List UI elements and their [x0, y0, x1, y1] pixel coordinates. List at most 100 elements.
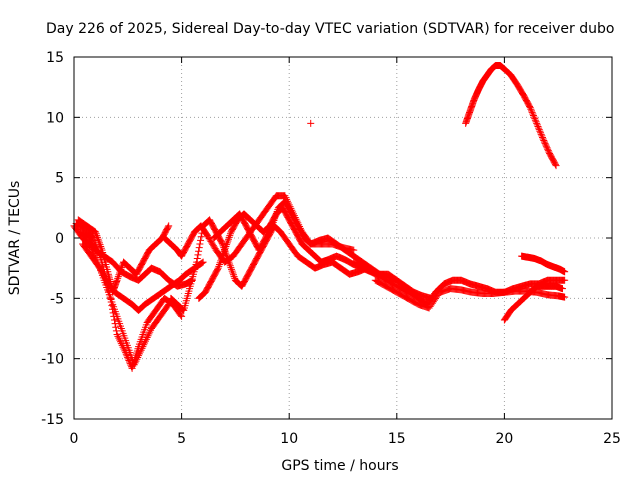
data-point [165, 222, 173, 230]
series-track-n [462, 61, 560, 170]
y-tick-label: 15 [46, 50, 64, 66]
data-point [164, 223, 172, 231]
data-point [210, 243, 218, 251]
data-point [350, 246, 358, 254]
data-point [528, 107, 536, 115]
data-point [267, 223, 275, 231]
data-point [146, 328, 154, 336]
y-tick-label: -5 [50, 291, 64, 307]
data-point [141, 339, 149, 347]
y-tick-label: 5 [55, 171, 64, 187]
data-point [307, 119, 315, 127]
data-point [116, 336, 124, 344]
y-axis-label: SDTVAR / TECUs [7, 181, 23, 296]
data-point [96, 241, 104, 249]
data-point [538, 132, 546, 140]
series-track-k [371, 276, 569, 312]
data-point [114, 274, 122, 282]
data-point [542, 142, 550, 150]
data-point [216, 259, 224, 267]
data-point [193, 255, 201, 263]
data-point [95, 237, 103, 245]
data-point [195, 244, 203, 252]
data-point [530, 113, 538, 121]
data-point [92, 228, 100, 236]
data-point [552, 162, 560, 170]
data-point [145, 330, 153, 338]
data-point [219, 251, 227, 259]
data-point [109, 309, 117, 317]
data-point [177, 311, 185, 319]
data-point [541, 139, 549, 147]
data-point [220, 248, 228, 256]
data-point [217, 255, 225, 263]
data-point [194, 251, 202, 259]
data-point [141, 337, 149, 345]
series-track-c [74, 216, 173, 296]
data-point [544, 147, 552, 155]
data-point [112, 323, 120, 331]
y-tick-label: -15 [41, 412, 64, 428]
data-point [270, 217, 278, 225]
data-point [198, 259, 206, 267]
x-tick-labels: 0 5 10 15 20 25 [70, 431, 621, 447]
data-point [120, 345, 128, 353]
data-point [110, 312, 118, 320]
data-point [124, 355, 132, 363]
data-point [529, 112, 537, 120]
data-point [125, 356, 133, 364]
x-tick-label: 15 [388, 431, 406, 447]
data-point [269, 218, 277, 226]
x-tick-label: 20 [495, 431, 513, 447]
data-point [218, 253, 226, 261]
data-point [225, 233, 233, 241]
data-point [223, 253, 231, 261]
data-point [124, 353, 132, 361]
data-point [273, 207, 281, 215]
data-point [268, 222, 276, 230]
data-point [178, 312, 186, 320]
data-point [559, 285, 567, 293]
data-point [197, 236, 205, 244]
data-point [217, 257, 225, 265]
data-point [121, 347, 129, 355]
data-point [209, 242, 217, 250]
data-point [281, 192, 289, 200]
data-point [92, 230, 100, 238]
data-point [533, 121, 541, 129]
data-point [110, 316, 118, 324]
data-point [226, 230, 234, 238]
data-point [224, 255, 232, 263]
data-point [228, 265, 236, 273]
data-point [531, 116, 539, 124]
data-point [143, 334, 151, 342]
data-point [561, 293, 569, 301]
y-tick-label: 10 [46, 110, 64, 126]
data-points [70, 61, 569, 372]
data-point [271, 215, 279, 223]
data-point [111, 320, 119, 328]
data-point [123, 352, 131, 360]
data-point [113, 276, 121, 284]
x-tick-label: 10 [280, 431, 298, 447]
data-point [539, 135, 547, 143]
data-point [272, 211, 280, 219]
data-point [228, 267, 236, 275]
data-point [527, 105, 535, 113]
data-point [209, 240, 217, 248]
data-point [271, 213, 279, 221]
data-point [214, 264, 222, 272]
data-point [206, 236, 214, 244]
data-point [536, 127, 544, 135]
x-tick-label: 25 [603, 431, 621, 447]
data-point [561, 268, 569, 276]
data-point [561, 276, 569, 284]
series-track-i [210, 198, 435, 302]
data-point [179, 306, 187, 314]
data-point [535, 124, 543, 132]
data-point [221, 244, 229, 252]
y-tick-labels: -15 -10 -5 0 5 10 15 [41, 50, 64, 428]
data-point [207, 237, 215, 245]
data-point [114, 332, 122, 340]
